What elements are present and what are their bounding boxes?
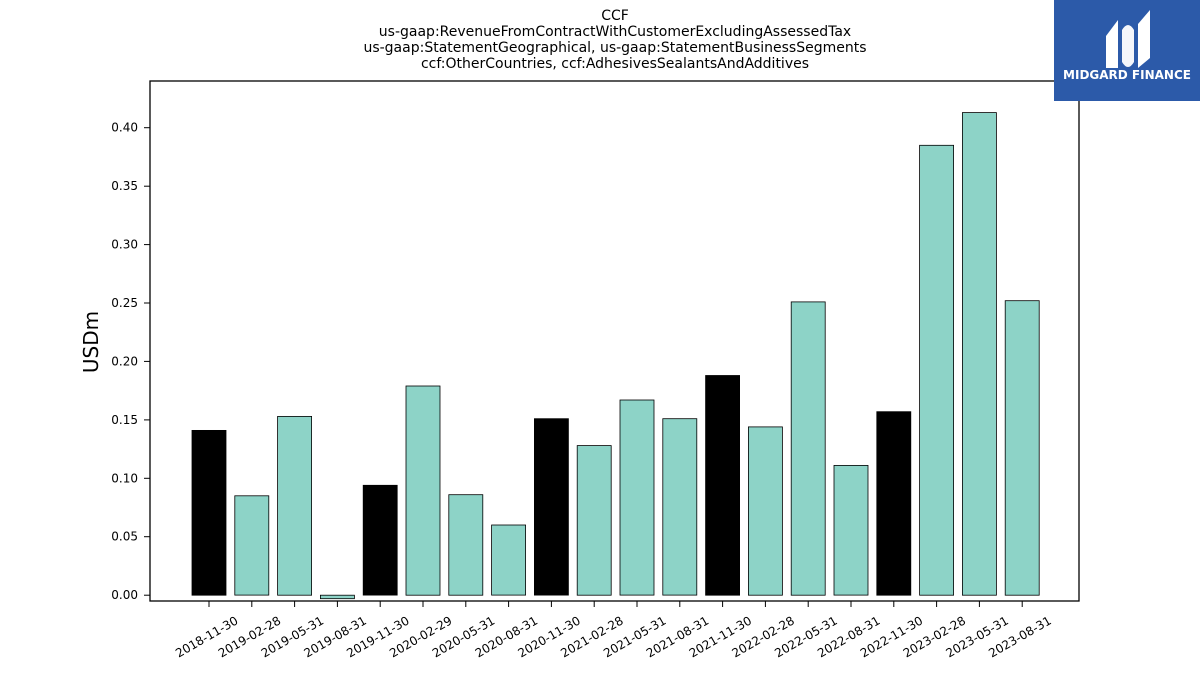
y-axis-label: USDm [79,311,103,373]
logo-text: MIDGARD FINANCE [1063,68,1191,82]
bar [833,464,869,596]
chart-title-line: CCF [601,8,629,24]
y-tick-label: 0.15 [111,413,138,427]
bar [662,418,698,596]
plot-frame [149,80,1080,602]
bar [705,375,740,596]
bar [748,426,783,596]
bar [619,399,655,596]
bar [790,301,826,596]
y-tick-label: 0.25 [111,296,138,310]
bar [576,445,612,596]
y-tick-label: 0.10 [111,471,138,485]
bar [405,385,441,596]
chart-title-line: ccf:OtherCountries, ccf:AdhesivesSealant… [421,56,809,72]
midgard-logo-icon [1106,10,1150,68]
bar [1004,300,1040,596]
x-axis: 2018-11-302019-02-282019-05-312019-08-31… [173,601,1054,660]
bar [962,112,997,596]
bar [876,411,912,596]
chart-title-line: us-gaap:RevenueFromContractWithCustomerE… [379,24,851,40]
y-tick-label: 0.40 [111,121,138,135]
bar [534,418,569,596]
bar [277,415,313,596]
y-tick-label: 0.00 [111,588,138,602]
bar [919,144,954,596]
chart-title: CCFus-gaap:RevenueFromContractWithCustom… [363,8,866,72]
y-tick-label: 0.35 [111,179,138,193]
y-axis: 0.00 0.05 0.10 0.15 0.20 0.25 0.30 0.35 0.40 [111,121,150,602]
bar [319,594,355,600]
y-tick-label: 0.30 [111,238,138,252]
bars-group [191,112,1040,600]
chart-title-line: us-gaap:StatementGeographical, us-gaap:S… [363,40,866,56]
bar [448,494,484,596]
bar [191,429,227,596]
y-tick-label: 0.20 [111,354,138,368]
bar [362,484,398,596]
bar [234,495,270,596]
bar [491,524,527,596]
y-tick-label: 0.05 [111,530,138,544]
midgard-finance-logo: MIDGARD FINANCE [1054,0,1200,101]
